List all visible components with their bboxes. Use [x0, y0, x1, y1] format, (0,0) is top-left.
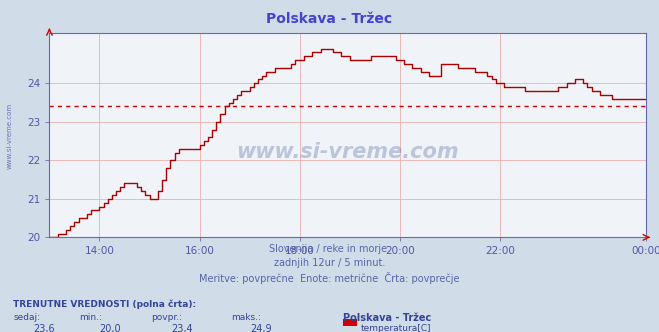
Text: maks.:: maks.:: [231, 313, 260, 322]
Text: Meritve: povprečne  Enote: metrične  Črta: povprečje: Meritve: povprečne Enote: metrične Črta:…: [199, 272, 460, 284]
Text: 20,0: 20,0: [99, 324, 121, 332]
Text: min.:: min.:: [79, 313, 102, 322]
Text: 23,4: 23,4: [171, 324, 193, 332]
Text: zadnjih 12ur / 5 minut.: zadnjih 12ur / 5 minut.: [273, 258, 386, 268]
Text: Slovenija / reke in morje.: Slovenija / reke in morje.: [269, 244, 390, 254]
Text: temperatura[C]: temperatura[C]: [361, 324, 432, 332]
Text: povpr.:: povpr.:: [152, 313, 183, 322]
Text: 23,6: 23,6: [33, 324, 55, 332]
Text: sedaj:: sedaj:: [13, 313, 40, 322]
Text: www.si-vreme.com: www.si-vreme.com: [7, 103, 13, 169]
Text: TRENUTNE VREDNOSTI (polna črta):: TRENUTNE VREDNOSTI (polna črta):: [13, 299, 196, 309]
Text: 24,9: 24,9: [250, 324, 272, 332]
Text: www.si-vreme.com: www.si-vreme.com: [237, 142, 459, 162]
Text: Polskava - Tržec: Polskava - Tržec: [266, 12, 393, 26]
Text: Polskava - Tržec: Polskava - Tržec: [343, 313, 431, 323]
